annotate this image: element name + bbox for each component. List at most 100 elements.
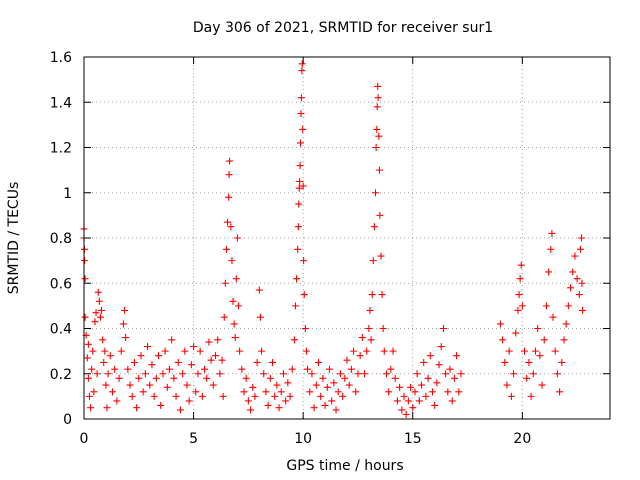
data-point bbox=[512, 329, 520, 337]
data-point bbox=[516, 275, 524, 283]
data-point bbox=[363, 347, 371, 355]
data-point bbox=[198, 392, 206, 400]
data-point bbox=[501, 358, 509, 366]
y-tick-label: 1 bbox=[63, 186, 72, 202]
x-tick-label: 5 bbox=[189, 431, 198, 447]
data-point bbox=[385, 388, 393, 396]
data-point bbox=[336, 370, 344, 378]
data-point bbox=[227, 223, 235, 231]
data-point bbox=[374, 94, 382, 102]
data-point bbox=[106, 352, 114, 360]
data-point bbox=[297, 94, 305, 102]
data-point bbox=[350, 347, 358, 355]
data-point bbox=[505, 347, 513, 355]
data-point bbox=[242, 374, 250, 382]
data-point bbox=[296, 162, 304, 170]
data-point bbox=[433, 379, 441, 387]
data-point bbox=[527, 392, 535, 400]
chart-title: Day 306 of 2021, SRMTID for receiver sur… bbox=[193, 20, 493, 36]
data-point bbox=[422, 392, 430, 400]
data-point bbox=[94, 288, 102, 296]
data-point bbox=[547, 245, 555, 253]
y-axis-label: SRMTID / TECUs bbox=[6, 182, 22, 295]
data-point bbox=[301, 325, 309, 332]
data-point bbox=[396, 383, 404, 391]
data-point bbox=[560, 336, 568, 344]
data-point bbox=[578, 279, 586, 287]
data-point bbox=[531, 347, 539, 355]
data-point bbox=[251, 392, 259, 400]
data-point bbox=[220, 313, 228, 321]
data-point bbox=[268, 358, 276, 366]
data-point bbox=[260, 370, 268, 378]
data-point bbox=[230, 320, 238, 328]
data-point bbox=[521, 347, 529, 355]
data-point bbox=[214, 336, 222, 344]
data-point bbox=[295, 200, 303, 208]
data-point bbox=[373, 103, 381, 111]
data-point bbox=[376, 211, 384, 219]
data-point bbox=[113, 397, 121, 405]
data-point bbox=[201, 365, 209, 373]
data-point bbox=[387, 365, 395, 373]
data-point bbox=[264, 401, 272, 409]
data-point bbox=[400, 392, 408, 400]
data-point bbox=[330, 379, 338, 387]
data-point bbox=[402, 410, 410, 418]
data-point bbox=[294, 223, 302, 231]
data-point bbox=[108, 388, 116, 396]
data-point bbox=[374, 82, 382, 90]
data-point bbox=[378, 291, 386, 299]
data-point bbox=[556, 388, 564, 396]
data-point bbox=[275, 404, 283, 412]
data-point bbox=[499, 336, 507, 344]
data-point bbox=[157, 401, 165, 409]
data-point bbox=[236, 347, 244, 355]
data-point bbox=[150, 392, 158, 400]
data-point bbox=[84, 374, 92, 382]
data-point bbox=[373, 125, 381, 133]
data-point bbox=[507, 392, 515, 400]
data-point bbox=[284, 379, 292, 387]
x-tick-label: 20 bbox=[513, 431, 531, 447]
data-point bbox=[135, 374, 143, 382]
data-points bbox=[80, 60, 587, 418]
data-point bbox=[457, 370, 465, 378]
data-point bbox=[194, 370, 202, 378]
data-point bbox=[365, 325, 373, 332]
data-point bbox=[240, 388, 248, 396]
data-point bbox=[225, 193, 233, 201]
data-point bbox=[89, 347, 97, 355]
data-point bbox=[81, 275, 89, 283]
data-point bbox=[224, 218, 232, 226]
data-point bbox=[404, 397, 412, 405]
data-point bbox=[277, 388, 285, 396]
data-point bbox=[122, 334, 130, 342]
data-point bbox=[391, 374, 399, 382]
data-point bbox=[87, 404, 95, 412]
data-point bbox=[253, 358, 261, 366]
data-point bbox=[418, 381, 426, 389]
data-point bbox=[192, 388, 200, 396]
data-point bbox=[124, 365, 132, 373]
data-point bbox=[172, 392, 180, 400]
data-point bbox=[347, 365, 355, 373]
data-point bbox=[209, 381, 217, 389]
data-point bbox=[515, 291, 523, 299]
data-point bbox=[104, 370, 112, 378]
data-point bbox=[496, 320, 504, 328]
data-point bbox=[575, 291, 583, 299]
data-point bbox=[562, 320, 570, 328]
data-point bbox=[300, 291, 308, 299]
x-axis: 0 5 10 15 20 bbox=[80, 57, 531, 447]
data-point bbox=[100, 358, 108, 366]
data-point bbox=[273, 381, 281, 389]
y-tick-label: 1.6 bbox=[50, 50, 72, 66]
data-point bbox=[450, 374, 458, 382]
data-point bbox=[299, 125, 307, 133]
data-point bbox=[115, 374, 123, 382]
data-point bbox=[279, 370, 287, 378]
data-point bbox=[446, 365, 454, 373]
data-point bbox=[343, 356, 351, 364]
data-point bbox=[90, 388, 98, 396]
